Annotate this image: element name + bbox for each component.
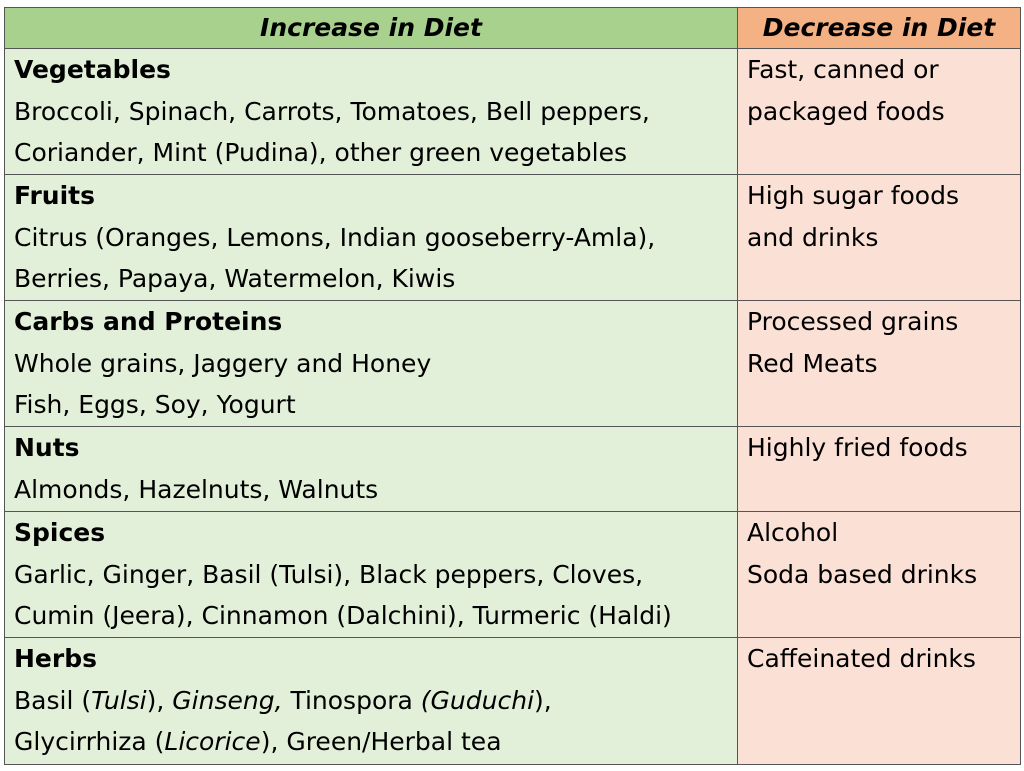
food-list-line: Alcohol xyxy=(747,518,839,547)
food-list-line: Processed grains xyxy=(747,307,959,336)
food-list-line: packaged foods xyxy=(747,96,945,126)
table-row-carbs-and-proteins: Carbs and Proteins Whole grains, Jaggery… xyxy=(4,300,1021,427)
table-header-row: Increase in Diet Decrease in Diet xyxy=(4,7,1021,49)
food-list-line: Soda based drinks xyxy=(747,559,978,589)
food-list-line: Broccoli, Spinach, Carrots, Tomatoes, Be… xyxy=(14,96,650,126)
increase-cell: Spices Garlic, Ginger, Basil (Tulsi), Bl… xyxy=(4,511,738,638)
increase-in-diet-header: Increase in Diet xyxy=(4,7,738,49)
food-list-line: Basil (Tulsi), Ginseng, Tinospora (Guduc… xyxy=(14,680,728,722)
increase-cell: Vegetables Broccoli, Spinach, Carrots, T… xyxy=(4,48,738,175)
decrease-cell: Alcohol Soda based drinks xyxy=(737,511,1021,638)
category-label: Spices xyxy=(14,518,106,547)
table-row-nuts: Nuts Almonds, Hazelnuts, Walnuts Highly … xyxy=(4,426,1021,512)
text-segment: ), Green/Herbal tea xyxy=(260,727,502,756)
italic-herb-name: Ginseng, xyxy=(172,685,283,715)
table-row-spices: Spices Garlic, Ginger, Basil (Tulsi), Bl… xyxy=(4,511,1021,638)
food-list-line: Caffeinated drinks xyxy=(747,644,976,673)
decrease-cell: High sugar foods and drinks xyxy=(737,174,1021,301)
table-row-vegetables: Vegetables Broccoli, Spinach, Carrots, T… xyxy=(4,48,1021,175)
food-list-line: Garlic, Ginger, Basil (Tulsi), Black pep… xyxy=(14,559,644,589)
increase-cell: Fruits Citrus (Oranges, Lemons, Indian g… xyxy=(4,174,738,301)
category-label: Herbs xyxy=(14,644,97,673)
text-segment: Basil ( xyxy=(14,685,92,715)
italic-herb-name: (Guduchi xyxy=(420,685,535,715)
food-list-line: Berries, Papaya, Watermelon, Kiwis xyxy=(14,264,456,293)
text-segment: Glycirrhiza ( xyxy=(14,727,165,756)
category-label: Fruits xyxy=(14,181,96,210)
text-segment: Tinospora xyxy=(282,685,421,715)
increase-cell: Carbs and Proteins Whole grains, Jaggery… xyxy=(4,300,738,427)
text-segment: ), xyxy=(534,685,552,715)
decrease-cell: Fast, canned or packaged foods xyxy=(737,48,1021,175)
food-list-line: Glycirrhiza (Licorice), Green/Herbal tea xyxy=(14,721,728,763)
food-list-line: Almonds, Hazelnuts, Walnuts xyxy=(14,474,379,504)
food-list-line: High sugar foods xyxy=(747,181,959,210)
increase-cell: Nuts Almonds, Hazelnuts, Walnuts xyxy=(4,426,738,512)
category-label: Vegetables xyxy=(14,55,171,84)
decrease-cell: Processed grains Red Meats xyxy=(737,300,1021,427)
decrease-in-diet-header: Decrease in Diet xyxy=(737,7,1021,49)
table-row-herbs: Herbs Basil (Tulsi), Ginseng, Tinospora … xyxy=(4,637,1021,765)
italic-herb-name: Licorice xyxy=(164,727,261,756)
italic-herb-name: Tulsi xyxy=(91,685,147,715)
table-row-fruits: Fruits Citrus (Oranges, Lemons, Indian g… xyxy=(4,174,1021,301)
category-label: Carbs and Proteins xyxy=(14,307,283,336)
category-label: Nuts xyxy=(14,433,80,462)
food-list-line: and drinks xyxy=(747,222,879,252)
food-list-line: Fast, canned or xyxy=(747,55,939,84)
food-list-line: Fish, Eggs, Soy, Yogurt xyxy=(14,390,296,419)
decrease-cell: Highly fried foods xyxy=(737,426,1021,512)
food-list-line: Red Meats xyxy=(747,348,878,378)
food-list-line: Cumin (Jeera), Cinnamon (Dalchini), Turm… xyxy=(14,601,672,630)
food-list-line: Coriander, Mint (Pudina), other green ve… xyxy=(14,138,628,167)
food-list-line: Citrus (Oranges, Lemons, Indian gooseber… xyxy=(14,222,656,252)
food-list-line: Highly fried foods xyxy=(747,433,968,462)
decrease-cell: Caffeinated drinks xyxy=(737,637,1021,765)
increase-cell: Herbs Basil (Tulsi), Ginseng, Tinospora … xyxy=(4,637,738,765)
diet-recommendation-table: Increase in Diet Decrease in Diet Vegeta… xyxy=(4,7,1021,765)
food-list-line: Whole grains, Jaggery and Honey xyxy=(14,348,432,378)
text-segment: ), xyxy=(146,685,173,715)
